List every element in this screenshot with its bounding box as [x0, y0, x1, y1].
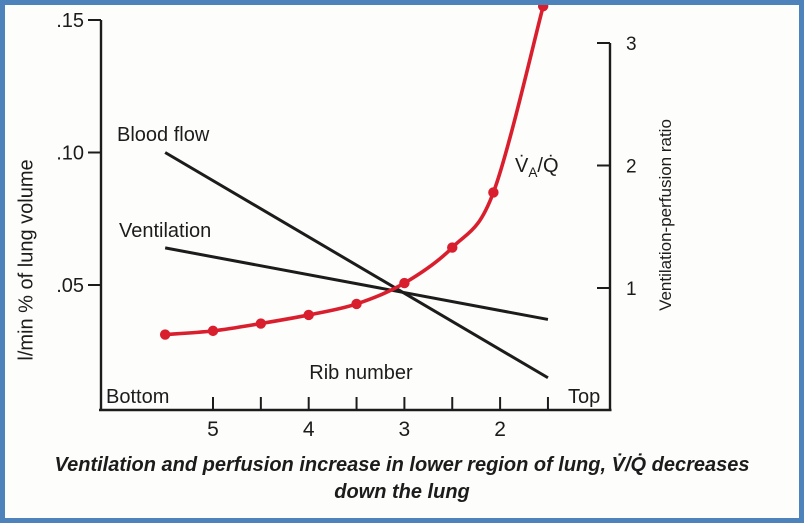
left-y-tick-label: .05: [56, 275, 84, 297]
va-q-label-rest: /Q̇: [537, 155, 559, 177]
left-y-tick-label: .15: [56, 10, 84, 32]
va-q-data-point: [159, 329, 171, 340]
ventilation-line: [164, 246, 549, 321]
x-axis-bottom-end-label: Bottom: [106, 386, 170, 408]
va-q-data-point: [255, 318, 267, 329]
ventilation-series-label: Ventilation: [119, 220, 212, 242]
right-y-axis-title: Ventilation-perfusion ratio: [656, 119, 675, 311]
va-q-data-point: [303, 309, 314, 321]
va-q-curve: [163, 4, 545, 337]
caption-line-1: Ventilation and perfusion increase in lo…: [54, 454, 750, 476]
blood-flow-line: [164, 151, 549, 380]
chart-plot-area: 5 4 3 2 .05 .10 .15 1 2 3: [56, 1, 637, 441]
va-q-label-v: V̇: [515, 155, 529, 177]
va-q-data-point: [207, 325, 219, 337]
x-tick-label: 4: [303, 418, 315, 441]
right-y-tick-label: 2: [626, 157, 637, 178]
x-axis-title: Rib number: [309, 362, 413, 384]
x-tick-label: 3: [399, 418, 411, 441]
va-q-data-point: [399, 277, 410, 289]
x-tick-label: 2: [494, 418, 506, 441]
va-q-data-point: [351, 298, 362, 310]
right-y-tick-label: 3: [626, 34, 637, 55]
va-q-data-point: [537, 1, 549, 12]
va-q-label-sub-a: A: [528, 165, 538, 180]
va-q-series-label: V̇A/Q̇: [515, 155, 559, 180]
figure-caption: Ventilation and perfusion increase in lo…: [0, 452, 804, 506]
caption-line-2: down the lung: [334, 481, 470, 503]
left-y-axis-title: l/min % of lung volume: [15, 159, 38, 361]
blood-flow-series-label: Blood flow: [117, 124, 210, 146]
x-tick-label: 5: [207, 418, 219, 441]
va-q-data-point: [488, 187, 499, 198]
va-q-data-point: [447, 242, 458, 253]
left-y-tick-label: .10: [56, 143, 84, 165]
right-y-tick-label: 1: [626, 279, 637, 300]
x-axis-top-end-label: Top: [568, 386, 601, 408]
